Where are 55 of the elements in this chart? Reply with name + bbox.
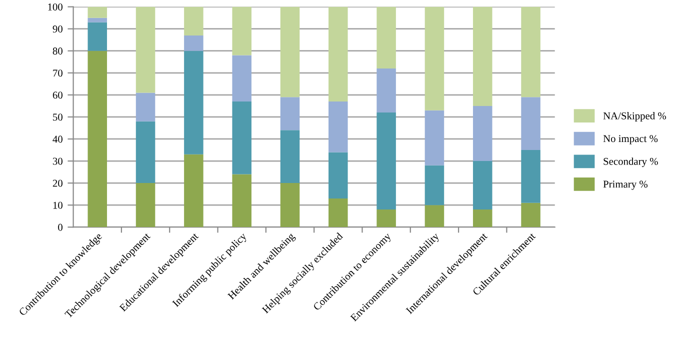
bar (376, 112, 396, 210)
legend-label: No impact % (603, 135, 658, 144)
y-tick-label: 0 (58, 224, 62, 231)
bar (232, 102, 252, 174)
bar (424, 110, 444, 166)
bar (472, 209, 492, 228)
bar (232, 55, 252, 102)
y-tick-label: 60 (52, 92, 62, 99)
y-tick-label: 80 (52, 48, 62, 55)
bar (521, 6, 540, 98)
bar (328, 6, 348, 102)
bar (280, 183, 300, 228)
bar (280, 97, 300, 130)
bar (280, 130, 300, 184)
bar (280, 6, 300, 98)
bar (232, 174, 252, 228)
bar (136, 92, 156, 122)
bar (136, 183, 156, 228)
bar (136, 6, 156, 93)
y-tick-label: 20 (52, 180, 62, 187)
bar (424, 6, 444, 110)
bar (88, 50, 108, 228)
bar (184, 35, 204, 51)
bar (521, 202, 540, 228)
bar (376, 68, 396, 113)
bar (472, 161, 492, 210)
legend-label: Secondary % (604, 158, 658, 168)
bar (472, 6, 492, 106)
y-tick-label: 50 (53, 114, 62, 121)
y-tick-label: 30 (52, 158, 62, 165)
y-tick-label: 40 (52, 136, 62, 143)
bar (184, 154, 204, 228)
bar (472, 106, 492, 162)
bar (328, 198, 348, 228)
bar (376, 209, 396, 228)
bar (328, 102, 348, 152)
bar (521, 97, 540, 150)
bar (88, 22, 108, 51)
bar (376, 6, 396, 68)
y-tick-label: 90 (52, 26, 62, 33)
bar (424, 165, 444, 206)
bar (521, 150, 540, 203)
bar (88, 6, 108, 18)
bar (424, 205, 444, 228)
bar (328, 152, 348, 198)
bar (232, 6, 252, 56)
y-tick-label: 100 (48, 3, 62, 11)
bar (184, 50, 204, 154)
bar (136, 121, 156, 184)
bar (184, 6, 204, 36)
legend-label: Primary % (603, 180, 648, 190)
y-tick-label: 70 (53, 70, 62, 77)
legend-label: NA/Skipped % (603, 112, 666, 122)
bar (88, 18, 108, 22)
y-tick-label: 10 (53, 202, 62, 209)
